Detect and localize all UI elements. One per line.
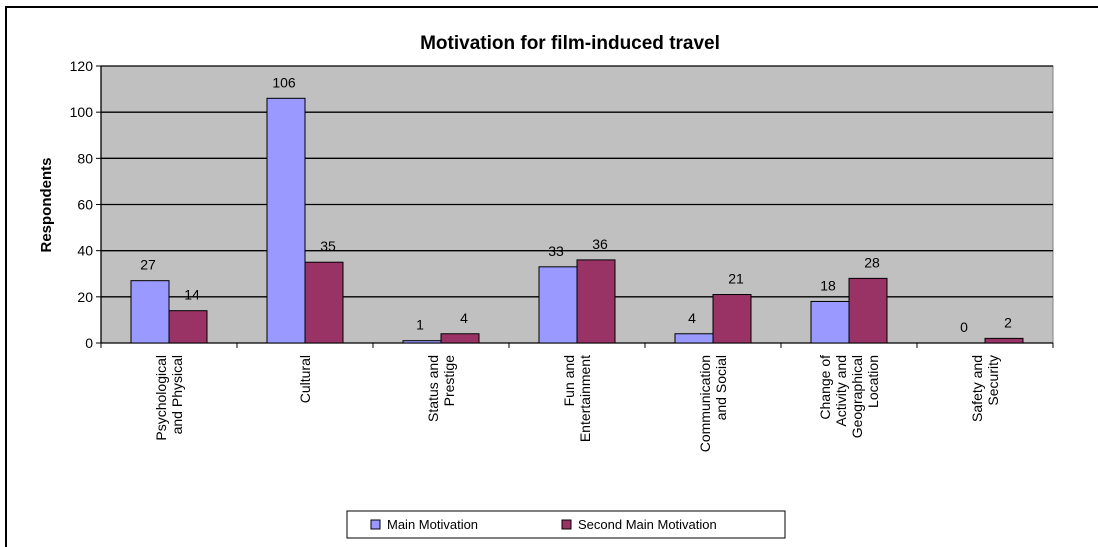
frame-border-left: [5, 6, 7, 547]
x-tick-label: Fun and: [561, 355, 577, 406]
bar-second-motivation: [576, 259, 616, 344]
x-tick-label: Change of: [817, 355, 833, 420]
x-tick-label: Activity and: [833, 355, 849, 427]
x-tick-label: Safety and: [969, 355, 985, 422]
y-tick-label: 80: [77, 150, 93, 166]
legend-swatch: [370, 519, 381, 530]
bar-second-motivation: [712, 294, 752, 344]
legend-swatch: [561, 519, 572, 530]
bar-main-motivation: [674, 333, 714, 344]
y-tick-label: 120: [70, 58, 94, 74]
x-tick-label: Status and: [425, 355, 441, 422]
x-category-label: Change of Activity and Geographical Locatio…: [817, 355, 881, 438]
data-label: 21: [728, 271, 744, 287]
bar-main-motivation: [538, 266, 578, 344]
data-label: 28: [864, 254, 880, 270]
y-tick-label: 100: [70, 104, 94, 120]
bar-second-motivation: [848, 277, 888, 344]
x-category-label: Psychological and Physical: [153, 355, 185, 441]
data-label: 2: [1004, 314, 1012, 330]
x-category-label: Fun and Entertainment: [561, 355, 593, 442]
x-tick-label: Location: [865, 355, 881, 408]
bar-second-motivation: [304, 261, 344, 344]
x-tick-label: Psychological: [153, 355, 169, 441]
x-category-label: Safety and Security: [969, 355, 1001, 422]
data-label: 36: [592, 236, 608, 252]
chart-title: Motivation for film-induced travel: [420, 33, 720, 54]
bar-second-motivation: [984, 337, 1024, 344]
data-label: 14: [184, 287, 200, 303]
x-tick-label: Entertainment: [577, 355, 593, 442]
x-tick-label: Cultural: [297, 355, 313, 403]
data-label: 1: [416, 317, 424, 333]
bar-main-motivation: [402, 340, 442, 344]
y-tick-label: 40: [77, 243, 93, 259]
x-tick-label: Prestige: [441, 355, 457, 407]
data-label: 27: [140, 257, 156, 273]
x-category-label: Status and Prestige: [425, 355, 457, 422]
y-axis-title: Respondents: [38, 157, 55, 252]
bar-main-motivation: [130, 280, 170, 344]
data-label: 106: [272, 74, 296, 90]
bar-second-motivation: [440, 333, 480, 344]
frame-border-top: [5, 6, 1098, 8]
legend-label: Second Main Motivation: [578, 517, 717, 532]
y-tick-label: 20: [77, 289, 93, 305]
data-label: 18: [820, 277, 836, 293]
x-tick-label: Geographical: [849, 355, 865, 438]
y-tick-label: 60: [77, 197, 93, 213]
y-tick-label: 0: [85, 335, 93, 351]
data-label: 4: [688, 310, 696, 326]
bar-main-motivation: [810, 300, 850, 344]
x-category-label: Cultural: [297, 355, 313, 403]
data-label: 4: [460, 310, 468, 326]
data-label: 0: [960, 319, 968, 335]
bar-second-motivation: [168, 310, 208, 344]
data-label: 35: [320, 238, 336, 254]
x-tick-label: and Social: [713, 355, 729, 420]
x-tick-label: and Physical: [169, 355, 185, 434]
data-label: 33: [548, 243, 564, 259]
x-tick-label: Security: [985, 355, 1001, 406]
legend-label: Main Motivation: [387, 517, 478, 532]
x-tick-label: Communication: [697, 355, 713, 452]
x-category-label: Communication and Social: [697, 355, 729, 452]
bar-main-motivation: [266, 97, 306, 344]
legend: Main Motivation Second Main Motivation: [346, 510, 786, 539]
